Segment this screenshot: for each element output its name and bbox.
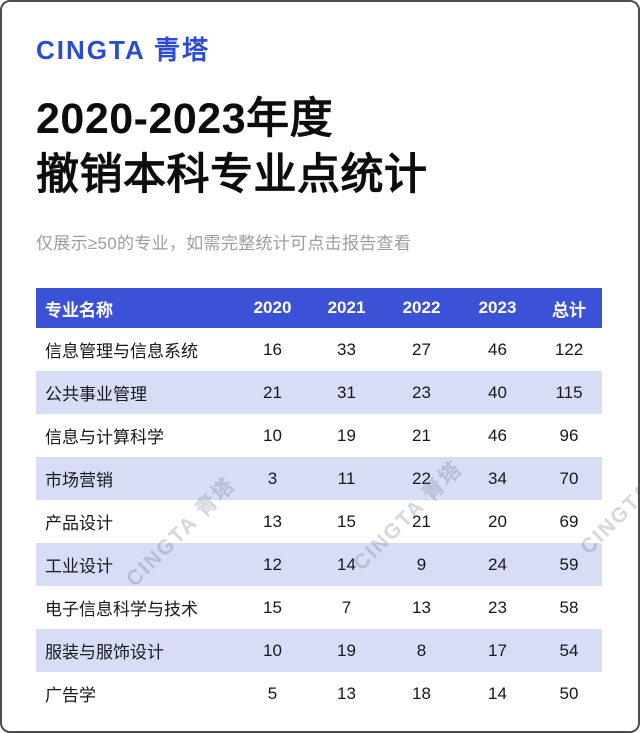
value-cell: 14: [337, 554, 356, 574]
value-cell: 21: [412, 511, 431, 531]
value-cell: 19: [337, 425, 356, 445]
value-cell: 50: [559, 683, 579, 703]
value-cell: 20: [488, 511, 507, 531]
value-cell: 13: [337, 683, 356, 703]
page-title-line2: 撤销本科专业点统计: [36, 151, 428, 199]
page-title: 2020-2023年度 撤销本科专业点统计: [36, 91, 598, 203]
value-cell: 14: [488, 683, 507, 703]
major-name-cell: 市场营销: [45, 471, 113, 490]
value-cell: 70: [559, 468, 579, 488]
value-cell: 46: [488, 339, 507, 359]
value-cell: 15: [337, 511, 356, 531]
value-cell: 59: [559, 554, 579, 574]
value-cell: 21: [263, 382, 282, 402]
value-cell: 5: [267, 683, 278, 703]
column-header-total: 总计: [536, 288, 602, 328]
value-cell: 22: [412, 468, 431, 488]
major-name-cell: 服装与服饰设计: [45, 643, 164, 662]
table-body: 信息管理与信息系统 16 33 27 46 122 公共事业管理 21 31 23 40 115 信息与…: [36, 328, 602, 715]
table-row: 市场营销 3 11 22 34 70: [36, 457, 602, 500]
brand-logo: CINGTA 青塔: [36, 35, 210, 65]
value-cell: 13: [412, 597, 431, 617]
header-row: 专业名称 2020 2021 2022 2023 总计: [36, 288, 602, 328]
table-header: 专业名称 2020 2021 2022 2023 总计: [36, 288, 602, 328]
table-row: 信息与计算科学 10 19 21 46 96: [36, 414, 602, 457]
major-name-cell: 工业设计: [45, 557, 113, 576]
table-row: 信息管理与信息系统 16 33 27 46 122: [36, 328, 602, 371]
table-row: 产品设计 13 15 21 20 69: [36, 500, 602, 543]
value-cell: 46: [488, 425, 507, 445]
value-cell: 18: [412, 683, 431, 703]
value-cell: 10: [263, 640, 282, 660]
column-header-2020: 2020: [236, 288, 309, 328]
value-cell: 12: [263, 554, 282, 574]
column-header-major: 专业名称: [36, 288, 236, 328]
value-cell: 3: [267, 468, 278, 488]
value-cell: 24: [488, 554, 507, 574]
value-cell: 58: [559, 597, 579, 617]
value-cell: 21: [412, 425, 431, 445]
column-header-2021: 2021: [309, 288, 384, 328]
value-cell: 23: [412, 382, 431, 402]
value-cell: 19: [337, 640, 356, 660]
stats-table: 专业名称 2020 2021 2022 2023 总计 信息管理与信息系统 16 3…: [36, 288, 602, 715]
column-header-2022: 2022: [384, 288, 459, 328]
table-row: 广告学 5 13 18 14 50: [36, 672, 602, 715]
value-cell: 96: [559, 425, 579, 445]
value-cell: 31: [337, 382, 356, 402]
major-name-cell: 信息与计算科学: [45, 428, 164, 447]
page-title-line1: 2020-2023年度: [36, 95, 334, 143]
value-cell: 40: [488, 382, 507, 402]
value-cell: 7: [341, 597, 352, 617]
value-cell: 15: [263, 597, 282, 617]
value-cell: 13: [263, 511, 282, 531]
table-row: 服装与服饰设计 10 19 8 17 54: [36, 629, 602, 672]
value-cell: 27: [412, 339, 431, 359]
value-cell: 10: [263, 425, 282, 445]
value-cell: 54: [559, 640, 579, 660]
subtitle-note: 仅展示≥50的专业，如需完整统计可点击报告查看: [36, 234, 412, 253]
major-name-cell: 电子信息科学与技术: [45, 600, 198, 619]
value-cell: 17: [488, 640, 507, 660]
value-cell: 33: [337, 339, 356, 359]
value-cell: 16: [263, 339, 282, 359]
value-cell: 69: [559, 511, 579, 531]
table-row: 电子信息科学与技术 15 7 13 23 58: [36, 586, 602, 629]
value-cell: 122: [554, 339, 584, 359]
major-name-cell: 广告学: [45, 686, 96, 705]
value-cell: 11: [337, 468, 356, 488]
major-name-cell: 公共事业管理: [45, 385, 147, 404]
value-cell: 34: [488, 468, 507, 488]
value-cell: 23: [488, 597, 507, 617]
value-cell: 115: [555, 382, 583, 402]
value-cell: 9: [416, 554, 427, 574]
table-row: 工业设计 12 14 9 24 59: [36, 543, 602, 586]
value-cell: 8: [416, 640, 427, 660]
major-name-cell: 信息管理与信息系统: [45, 342, 198, 361]
column-header-2023: 2023: [459, 288, 536, 328]
table-row: 公共事业管理 21 31 23 40 115: [36, 371, 602, 414]
major-name-cell: 产品设计: [45, 514, 113, 533]
